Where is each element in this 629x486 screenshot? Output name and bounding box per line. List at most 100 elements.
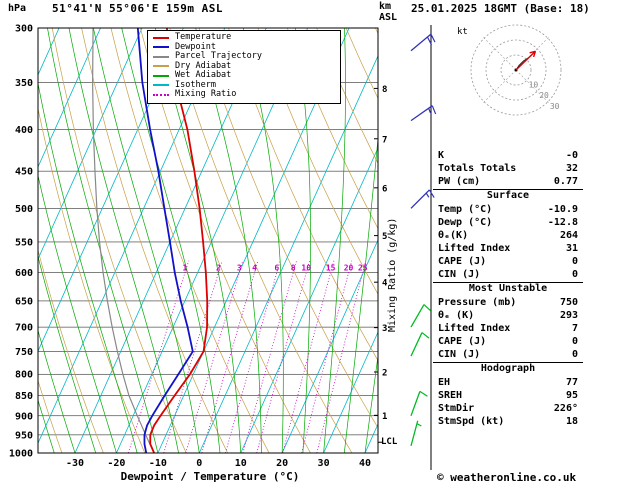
dry-adiabat-line [81,28,228,453]
isotherm-line [240,146,378,453]
stat-row: CAPE (J) 0 [433,255,583,268]
mixing-ratio-axis-label: Mixing Ratio (g/kg) [387,217,398,332]
pressure-tick-label: 300 [15,24,33,35]
stat-value: 32 [565,163,578,174]
stat-row: Dewp (°C) -12.8 [433,216,583,229]
wind-barb [410,391,421,417]
pressure-tick-label: 750 [15,347,33,358]
legend-label: Mixing Ratio [175,89,237,100]
mixing-ratio-line [242,260,297,453]
lcl-label: LCL [381,437,398,447]
temp-tick-label: 40 [359,458,371,469]
hodograph-spoke [482,69,517,104]
wet-adiabat-line [38,174,117,453]
wind-barb [410,332,423,357]
storm-motion-arrow [515,50,536,71]
km-tick-label: 1 [382,412,387,422]
wet-adiabat-line [38,398,55,453]
wind-barb-halftick [425,192,430,198]
stat-value: 7 [571,323,578,334]
asl-label: ASL [379,12,398,23]
wet-adiabat-line [195,28,262,453]
wind-barb-tick [431,105,437,115]
hodograph-ring-label: 30 [550,102,560,111]
hodograph-ring-label: 20 [539,91,549,100]
wet-adiabat-line [242,28,284,453]
wet-adiabat-line [343,134,378,453]
mixing-ratio-line [163,260,223,453]
stat-label: θₑ(K) [438,230,469,241]
mixing-ratio-value-label: 25 [358,264,368,273]
legend-line-sample [153,65,169,68]
mixing-ratio-value-label: 3 [237,264,242,273]
wet-adiabat-line [38,81,138,453]
x-axis-title: Dewpoint / Temperature (°C) [120,470,300,483]
table-section-title: Surface [433,189,583,203]
stat-label: θₑ (K) [438,310,475,321]
stat-label: Dewp (°C) [438,217,493,228]
wind-barb [410,105,433,122]
wet-adiabat-line [93,28,200,453]
copyright-text: © weatheronline.co.uk [437,471,577,484]
stat-label: StmSpd (kt) [438,416,505,427]
run-datetime-title: 25.01.2025 18GMT (Base: 18) [411,2,590,15]
pressure-tick-label: 700 [15,323,33,334]
stat-label: CAPE (J) [438,336,487,347]
wind-barb-tick [419,390,428,397]
stat-label: Lifted Index [438,323,511,334]
wind-barb [410,33,432,52]
legend-item: Isotherm [151,79,337,91]
stat-row: CIN (J) 0 [433,348,583,361]
pressure-tick-label: 950 [15,430,33,441]
mixing-ratio-value-label: 15 [326,264,336,273]
mixing-ratio-line [301,260,353,453]
dry-adiabat-line [51,28,187,453]
stat-value: -12.8 [547,217,578,228]
km-tick-label: 7 [382,135,387,145]
wind-barb-halftick [416,423,422,427]
wind-barb-tick [426,36,433,46]
stat-label: K [438,150,445,161]
legend-label: Isotherm [175,79,216,90]
wind-barb-tick [428,189,435,198]
legend-item: Mixing Ratio [151,90,337,100]
km-tick-label: 2 [382,368,387,378]
temp-tick-label: -20 [107,458,125,469]
stat-row: Pressure (mb) 750 [433,296,583,309]
stat-label: Lifted Index [438,243,511,254]
stat-row: PW (cm) 0.77 [433,175,583,188]
pressure-unit-label: hPa [8,3,27,14]
stat-label: Temp (°C) [438,204,493,215]
hodograph-ring [485,39,547,101]
altitude-unit-label: km ASL [379,1,397,23]
stat-value: 77 [565,377,578,388]
wet-adiabat-line [47,28,159,453]
stat-value: 18 [565,416,578,427]
stat-row: CIN (J) 0 [433,268,583,281]
mixing-ratio-line [127,260,190,453]
mixing-ratio-value-label: 4 [252,264,257,273]
hodograph-unit-label: kt [457,27,468,37]
mixing-ratio-value-label: 1 [183,264,188,273]
stat-row: EH 77 [433,376,583,389]
wet-adiabat-line [0,28,13,453]
wind-barb-tick [430,33,436,43]
hodograph-spoke [482,36,517,71]
stat-row: θₑ (K) 293 [433,309,583,322]
storm-motion-arrowhead [532,51,537,58]
temp-tick-label: 20 [276,458,288,469]
stat-label: Pressure (mb) [438,297,517,308]
legend-item: Dry Adiabat [151,61,337,72]
stat-row: SREH 95 [433,389,583,402]
pressure-tick-label: 400 [15,125,33,136]
table-section-title: Most Unstable [433,282,583,296]
pressure-tick-label: 900 [15,411,33,422]
pressure-tick-label: 800 [15,370,33,381]
table-section-title: Hodograph [433,362,583,376]
stat-label: StmDir [438,403,475,414]
stat-value: 95 [565,390,578,401]
isotherm-line [323,331,378,453]
km-tick-label: 8 [382,85,387,95]
stat-label: SREH [438,390,463,401]
